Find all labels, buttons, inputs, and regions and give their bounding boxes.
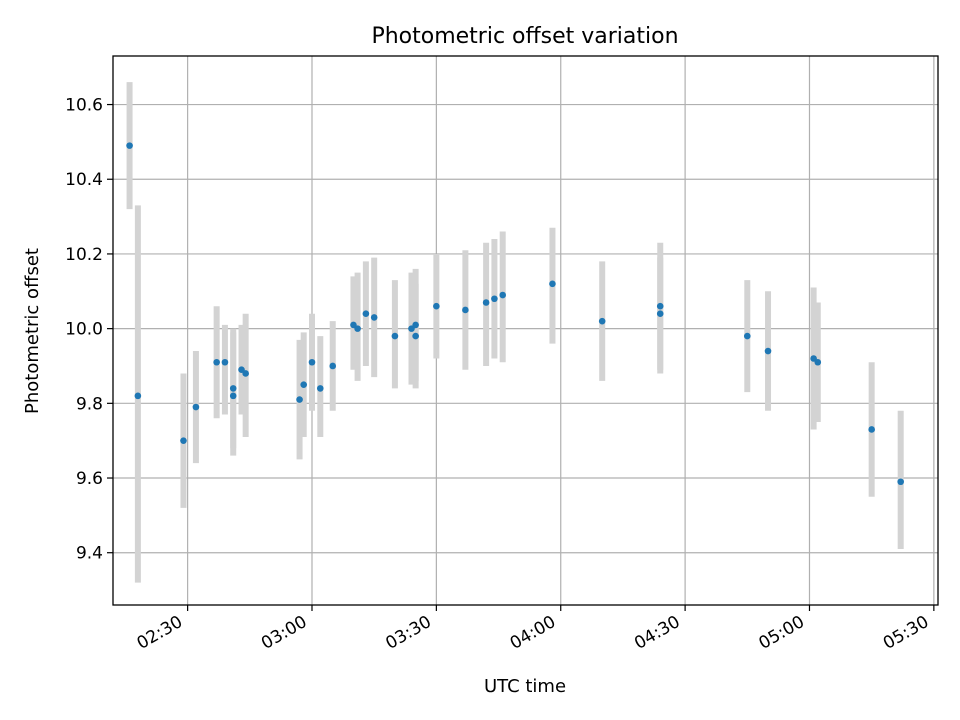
data-point — [656, 310, 664, 317]
y-tick-label: 9.4 — [76, 544, 103, 564]
data-point — [300, 381, 308, 388]
data-point — [329, 362, 337, 370]
data-point — [180, 437, 187, 444]
chart-title: Photometric offset variation — [371, 24, 678, 49]
data-point — [433, 302, 440, 310]
data-point — [549, 280, 556, 288]
data-point — [192, 403, 200, 411]
data-point — [814, 358, 822, 366]
data-point — [868, 426, 875, 433]
y-tick-label: 10.6 — [65, 96, 103, 116]
data-point — [229, 385, 237, 392]
data-points — [126, 142, 904, 486]
x-axis-label: UTC time — [484, 676, 566, 697]
data-point — [296, 396, 303, 403]
data-point — [362, 310, 370, 317]
data-point — [462, 306, 469, 314]
data-point — [316, 385, 324, 392]
data-point — [482, 299, 490, 306]
data-point — [370, 314, 378, 321]
y-tick-label: 9.6 — [76, 469, 103, 489]
data-point — [598, 317, 606, 325]
data-point — [656, 302, 664, 310]
data-point — [412, 332, 419, 340]
data-point — [391, 332, 399, 340]
data-point — [412, 321, 419, 329]
data-point — [743, 332, 751, 340]
data-point — [221, 358, 229, 366]
data-point — [308, 358, 316, 366]
y-tick-label: 10.2 — [65, 245, 103, 265]
y-tick-label: 9.8 — [76, 394, 103, 414]
data-point — [134, 392, 142, 400]
data-point — [491, 295, 498, 303]
y-tick-label: 10.0 — [65, 320, 103, 340]
data-point — [126, 142, 133, 149]
data-point — [499, 291, 506, 299]
y-tick-label: 10.4 — [65, 170, 103, 190]
data-point — [354, 325, 361, 332]
data-point — [213, 358, 220, 366]
y-axis-label: Photometric offset — [22, 248, 43, 414]
data-point — [242, 370, 249, 377]
data-point — [229, 392, 237, 400]
data-point — [764, 347, 772, 355]
data-point — [897, 478, 904, 486]
plot-frame — [112, 55, 939, 606]
